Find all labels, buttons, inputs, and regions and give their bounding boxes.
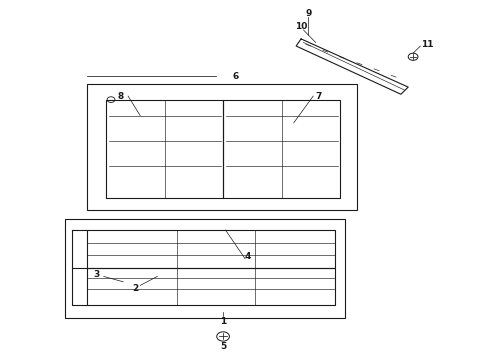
Bar — [65, 219, 345, 318]
Text: 7: 7 — [315, 91, 321, 100]
Text: 4: 4 — [244, 252, 250, 261]
Text: 3: 3 — [93, 270, 99, 279]
Text: 9: 9 — [305, 9, 312, 18]
Text: 1: 1 — [220, 316, 226, 325]
Text: 10: 10 — [295, 22, 307, 31]
Text: 8: 8 — [118, 91, 124, 100]
Text: 5: 5 — [220, 342, 226, 351]
Bar — [87, 84, 357, 210]
Text: 11: 11 — [421, 40, 434, 49]
Text: 6: 6 — [232, 72, 238, 81]
Text: 2: 2 — [132, 284, 139, 293]
